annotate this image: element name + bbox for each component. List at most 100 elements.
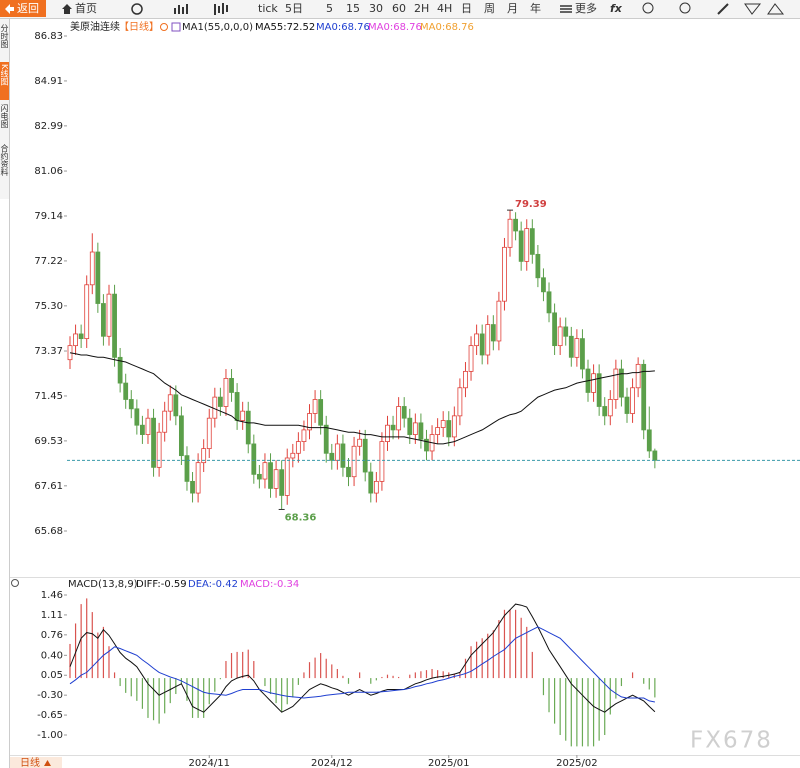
candle-body <box>468 345 474 372</box>
settings-icon[interactable] <box>11 579 19 587</box>
period-button-bg[interactable] <box>10 757 62 768</box>
candle-body <box>201 448 207 464</box>
candle-body <box>446 420 452 438</box>
y-tick-label: 77.22 <box>34 256 63 267</box>
candle-body <box>240 410 246 421</box>
add-icon[interactable] <box>160 23 168 31</box>
toolbar-button[interactable]: 2H <box>414 2 429 15</box>
toolbar-button[interactable]: 日 <box>461 2 472 15</box>
candle-body <box>424 438 429 452</box>
candle-body <box>245 410 251 445</box>
toolbar-button[interactable]: tick <box>258 2 278 15</box>
toolbar-button[interactable]: 4H <box>437 2 452 15</box>
candle-body <box>407 417 413 435</box>
candle-body <box>112 293 117 358</box>
legend-entry: MA0:68.76 <box>316 22 370 33</box>
fx-icon[interactable]: fx <box>610 2 623 15</box>
candle-body <box>251 443 257 475</box>
sidebar-active <box>0 62 9 100</box>
x-tick-label: 2025/02 <box>556 758 598 768</box>
y-tick-label: -1.00 <box>37 730 63 741</box>
legend-entry: MA0:68.76 <box>420 22 474 33</box>
candle-body <box>268 462 273 489</box>
sidebar-tab[interactable]: 分时图 <box>0 24 9 49</box>
macd-line <box>69 603 656 713</box>
period-button[interactable]: 日线 <box>20 756 40 768</box>
more-label[interactable]: 更多 <box>575 1 597 15</box>
candle-icon[interactable] <box>214 3 228 15</box>
candle-body <box>190 480 195 494</box>
candle-body <box>256 473 262 480</box>
home-icon <box>62 4 72 14</box>
candle-body <box>145 417 151 435</box>
y-tick-label: -0.30 <box>37 690 63 701</box>
candle-body <box>373 480 379 494</box>
candle-body <box>463 370 468 389</box>
candle-body <box>318 399 324 426</box>
candle-body <box>513 218 518 232</box>
x-tick-label: 2024/11 <box>188 758 230 768</box>
candle-body <box>502 246 507 302</box>
zoom-out-icon[interactable] <box>642 2 654 14</box>
candle-body <box>490 324 496 342</box>
candle-body <box>546 291 552 314</box>
menu-icon[interactable] <box>560 5 572 13</box>
candle-body <box>624 396 630 414</box>
candle-body <box>574 338 580 358</box>
candle-body <box>162 410 168 433</box>
candle-body <box>217 396 223 407</box>
draw-icons[interactable] <box>744 3 785 15</box>
candle-body <box>368 471 374 494</box>
y-tick-label: 79.14 <box>34 211 63 222</box>
y-tick-label: 0.76 <box>41 630 63 641</box>
pen-icon[interactable] <box>717 3 729 15</box>
candle-body <box>541 277 546 293</box>
zoom-in-icon[interactable] <box>679 2 691 14</box>
candle-body <box>568 335 574 358</box>
home-label[interactable]: 首页 <box>75 1 97 15</box>
toolbar-button[interactable]: 年 <box>530 1 541 15</box>
candle-body <box>73 333 78 347</box>
toolbar-button[interactable]: 月 <box>507 2 518 15</box>
refresh-icon[interactable] <box>131 3 143 15</box>
y-tick-label: 1.46 <box>41 590 63 601</box>
legend-entry: MA55:72.52 <box>255 22 315 33</box>
candle-body <box>234 392 240 421</box>
toolbar-button[interactable]: 30 <box>369 2 383 15</box>
candle-body <box>362 438 368 473</box>
sidebar-tab[interactable]: 合约资料 <box>0 143 9 177</box>
candle-body <box>451 415 457 438</box>
back-button[interactable] <box>0 0 46 17</box>
x-tick-label: 2025/01 <box>428 758 470 768</box>
back-label[interactable]: 返回 <box>17 2 39 15</box>
toolbar-button[interactable]: 5日 <box>285 2 303 15</box>
y-tick-label: 65.68 <box>34 526 63 537</box>
candle-body <box>440 420 446 428</box>
candle-body <box>535 253 541 279</box>
candle-body <box>479 333 485 356</box>
toolbar-bg <box>0 0 800 18</box>
candle-body <box>385 424 390 442</box>
toolbar-button[interactable]: 周 <box>484 2 495 15</box>
legend-entry: DEA:-0.42 <box>188 579 238 590</box>
sidebar-tab[interactable]: K线图 <box>0 64 9 86</box>
candle-body <box>101 303 106 337</box>
candle-body <box>212 396 218 419</box>
y-tick-label: 0.40 <box>41 650 63 661</box>
candle-body <box>279 469 285 496</box>
y-tick-label: 0.05 <box>41 670 63 681</box>
y-tick-label: 81.06 <box>34 166 63 177</box>
y-tick-label: 67.61 <box>34 481 63 492</box>
sidebar-tab[interactable]: 闪电图 <box>0 104 9 129</box>
chart-title: 美原油连续 <box>70 20 120 33</box>
y-tick-label: 71.45 <box>34 391 63 402</box>
candle-body <box>457 387 463 417</box>
indicator-icon[interactable] <box>171 22 181 32</box>
candle-body <box>262 462 268 480</box>
macd-title: MACD(13,8,9) <box>68 579 138 590</box>
toolbar-button[interactable]: 60 <box>392 2 406 15</box>
toolbar-button[interactable]: 5 <box>326 2 333 15</box>
toolbar-button[interactable]: 15 <box>346 2 360 15</box>
bars-icon[interactable] <box>174 4 188 14</box>
